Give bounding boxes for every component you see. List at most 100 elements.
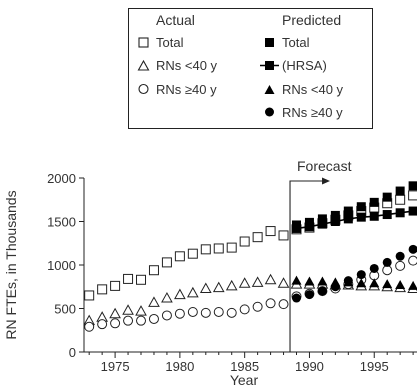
predicted-total-point	[356, 202, 366, 212]
actual-rns-40-y-point	[109, 307, 121, 319]
legend-predicted-item-hrsa: (HRSA)	[282, 58, 327, 73]
actual-rns-40-y-point	[277, 277, 290, 288]
actual-total-point	[278, 230, 289, 241]
legend-filled-triangle-marker	[264, 85, 275, 94]
predicted-rns-40-y-point	[395, 251, 405, 261]
actual-rns-40-y-point	[252, 301, 263, 312]
legend-filled-circle-marker	[265, 107, 274, 117]
actual-rns-40-y-point	[239, 304, 250, 315]
predicted-total-point	[343, 206, 353, 216]
actual-rns-40-y-point	[122, 304, 134, 315]
actual-rns-40-y-point	[148, 313, 159, 324]
predicted-hrsa-point	[408, 206, 417, 216]
predicted-rns-40-y-point	[356, 278, 367, 288]
legend-actual-item-total: Total	[156, 35, 184, 50]
legend-predicted-item-over40: RNs ≥40 y	[282, 105, 343, 120]
actual-total-point	[213, 243, 224, 254]
predicted-rns-40-y-point	[304, 276, 315, 286]
predicted-total-point	[408, 181, 417, 191]
predicted-rns-40-y-point	[291, 293, 301, 303]
predicted-total-point	[317, 214, 327, 224]
forecast-annotation: Forecast	[289, 158, 352, 352]
predicted-rns-40-y-point	[304, 290, 314, 300]
y-ticks: 0 500 1000 1500 2000	[47, 171, 84, 360]
data-marks	[83, 181, 417, 332]
actual-rns-40-y-point	[174, 308, 185, 319]
actual-rns-40-y-point	[212, 281, 225, 293]
projection-rns-40-y-point	[408, 255, 417, 266]
actual-rns-40-y-point	[225, 279, 238, 291]
actual-rns-40-y-point	[97, 319, 108, 330]
actual-rns-40-y-point	[199, 282, 212, 293]
projection-total-point	[408, 190, 417, 201]
predicted-rns-40-y-point	[317, 276, 328, 286]
predicted-total-point	[395, 186, 405, 196]
actual-rns-40-y-point	[200, 307, 211, 318]
legend-open-square-marker	[138, 37, 149, 48]
actual-total-point	[174, 251, 185, 262]
actual-rns-40-y-point	[174, 288, 186, 300]
legend-actual-item-over40: RNs ≥40 y	[156, 82, 217, 97]
actual-total-point	[252, 232, 263, 243]
y-tick-label: 1000	[47, 258, 76, 273]
predicted-rns-40-y-point	[382, 279, 393, 289]
actual-total-point	[136, 274, 147, 285]
predicted-rns-40-y-point	[382, 257, 392, 267]
actual-rns-40-y-point	[238, 277, 251, 288]
y-tick-label: 500	[54, 302, 76, 317]
actual-rns-40-y-point	[148, 296, 160, 307]
actual-rns-40-y-point	[136, 315, 147, 326]
predicted-total-point	[330, 210, 340, 220]
actual-total-point	[97, 284, 108, 295]
actual-rns-40-y-point	[226, 307, 237, 318]
actual-rns-40-y-point	[187, 306, 198, 317]
predicted-total-point	[382, 192, 392, 202]
actual-rns-40-y-point	[264, 273, 277, 285]
legend-actual-heading: Actual	[156, 12, 195, 28]
actual-rns-40-y-point	[278, 299, 289, 310]
actual-rns-40-y-point	[110, 318, 121, 329]
projection-rns-40-y-point	[382, 265, 393, 276]
actual-rns-40-y-point	[186, 286, 199, 298]
legend-open-circle-marker	[138, 83, 149, 95]
actual-total-point	[265, 226, 276, 237]
actual-rns-40-y-point	[265, 298, 276, 309]
predicted-rns-40-y-point	[369, 278, 380, 288]
predicted-total-point	[369, 197, 379, 207]
legend: Actual Predicted Total RNs <40 y RNs ≥40…	[128, 8, 373, 129]
actual-rns-40-y-point	[161, 310, 172, 321]
x-ticks: 1975 1980 1985 1990 1995	[88, 352, 414, 374]
predicted-rns-40-y-point	[343, 276, 353, 286]
legend-predicted-heading: Predicted	[282, 12, 341, 28]
x-tick-label: 1990	[295, 359, 324, 374]
legend-frame	[128, 8, 373, 129]
y-tick-label: 2000	[47, 171, 76, 186]
actual-rns-40-y-point	[84, 321, 95, 332]
projection-rns-40-y-point	[395, 260, 406, 271]
predicted-rns-40-y-point	[408, 244, 417, 254]
actual-total-point	[226, 242, 237, 253]
projection-total-point	[395, 194, 406, 205]
legend-predicted-item-total: Total	[282, 35, 310, 50]
legend-actual-item-under40: RNs <40 y	[156, 58, 218, 73]
predicted-rns-40-y-point	[369, 263, 379, 273]
x-axis-title: Year	[230, 372, 259, 388]
actual-rns-40-y-point	[161, 292, 173, 303]
predicted-rns-40-y-point	[408, 280, 417, 290]
axes: Year RN FTEs, in Thousands	[3, 178, 417, 388]
predicted-rns-40-y-point	[395, 280, 406, 290]
y-tick-label: 1500	[47, 215, 76, 230]
actual-total-point	[161, 257, 172, 268]
x-tick-label: 1975	[101, 359, 130, 374]
actual-total-point	[123, 273, 134, 284]
predicted-rns-40-y-point	[356, 270, 366, 280]
x-tick-label: 1995	[360, 359, 389, 374]
actual-rns-40-y-point	[123, 315, 134, 326]
actual-total-point	[110, 280, 121, 291]
x-tick-label: 1980	[165, 359, 194, 374]
x-tick-label: 1985	[230, 359, 259, 374]
legend-predicted-item-under40: RNs <40 y	[282, 82, 344, 97]
forecast-label: Forecast	[297, 158, 352, 174]
predicted-rns-40-y-point	[317, 286, 327, 296]
